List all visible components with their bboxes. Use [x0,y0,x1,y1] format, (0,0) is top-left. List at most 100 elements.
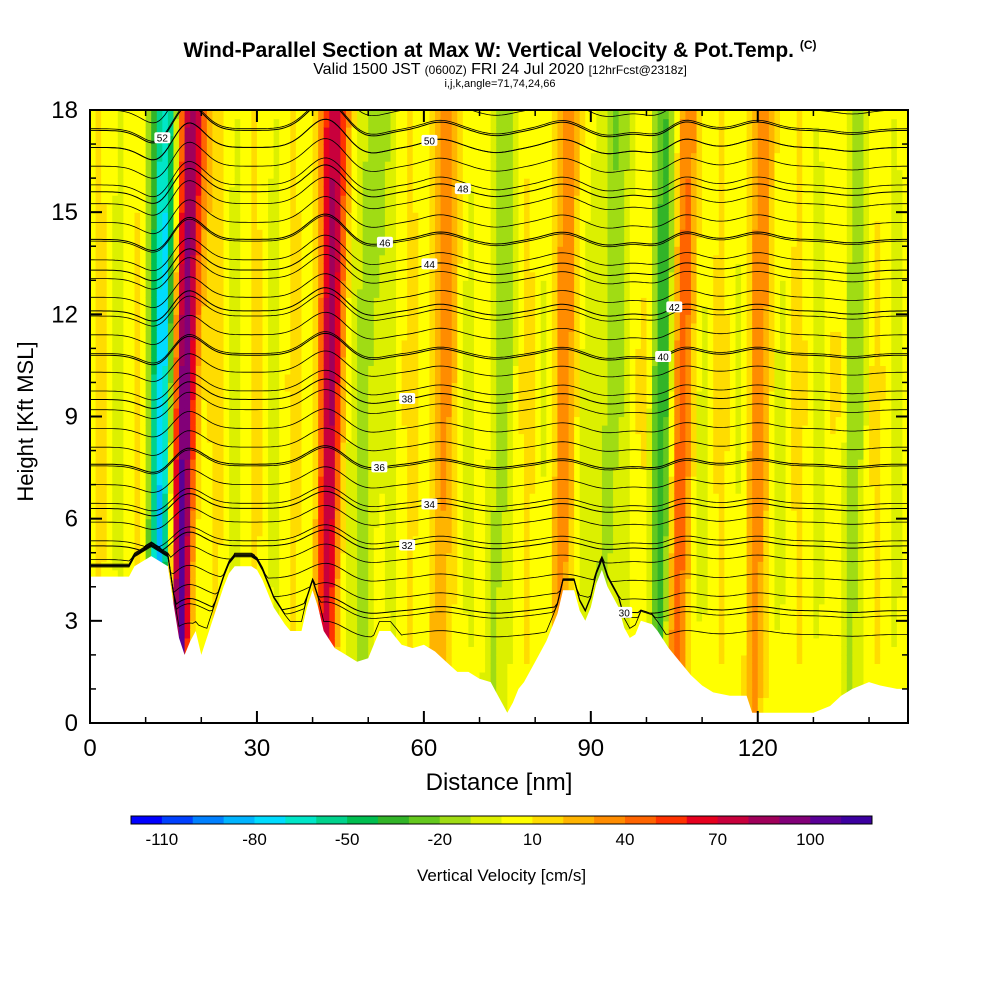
velocity-cell [357,254,364,264]
velocity-cell [268,322,275,332]
velocity-cell [167,178,175,188]
velocity-cell [184,629,191,639]
velocity-cell [167,246,175,256]
velocity-cell [373,118,380,128]
velocity-cell [101,118,108,128]
velocity-cell [112,127,119,137]
velocity-cell [390,186,397,196]
velocity-cell [123,331,130,341]
velocity-cell [151,459,158,469]
velocity-cell [373,425,380,435]
velocity-cell [90,220,97,230]
velocity-cell [268,356,275,367]
velocity-cell [379,476,386,486]
velocity-cell [273,288,280,298]
velocity-cell [390,305,397,315]
velocity-cell [307,365,314,375]
velocity-cell [345,237,353,247]
velocity-cell [145,510,152,520]
velocity-cell [390,493,397,503]
velocity-cell [401,467,408,477]
velocity-cell [190,246,197,256]
velocity-cell [457,263,464,273]
velocity-cell [429,144,436,154]
velocity-cell [440,186,447,196]
velocity-cell [128,288,136,298]
velocity-cell [140,518,147,528]
velocity-cell [179,314,186,324]
velocity-cell [284,322,291,332]
velocity-cell [334,356,341,367]
velocity-cell [262,152,269,162]
velocity-cell [145,127,152,137]
velocity-cell [190,535,197,545]
velocity-cell [435,373,442,384]
velocity-cell [457,493,464,503]
velocity-cell [279,297,286,307]
velocity-cell [357,280,364,290]
velocity-cell [323,399,330,409]
velocity-cell [223,365,230,375]
velocity-cell [407,356,414,367]
velocity-cell [101,186,108,196]
velocity-cell [312,339,319,349]
velocity-cell [368,425,375,435]
velocity-cell [407,586,414,596]
velocity-cell [290,373,297,384]
velocity-cell [195,254,202,264]
velocity-cell [151,271,158,281]
velocity-cell [106,110,113,120]
velocity-cell [134,288,141,298]
velocity-cell [206,518,214,528]
velocity-cell [418,510,425,520]
velocity-cell [357,484,364,494]
velocity-cell [123,152,130,162]
velocity-cell [262,407,269,418]
velocity-cell [217,552,225,562]
velocity-cell [451,569,458,579]
velocity-cell [162,271,169,281]
velocity-cell [440,595,447,605]
velocity-cell [162,254,169,264]
velocity-cell [396,586,403,596]
velocity-cell [217,220,225,230]
velocity-cell [223,297,230,307]
velocity-cell [290,339,297,349]
velocity-cell [128,127,136,137]
velocity-cell [318,603,325,613]
velocity-cell [90,271,97,281]
velocity-cell [167,186,175,196]
velocity-cell [262,450,269,460]
velocity-cell [184,229,191,239]
velocity-cell [362,442,369,452]
velocity-cell [167,518,175,528]
velocity-cell [334,629,341,639]
velocity-cell [245,212,252,222]
velocity-cell [334,203,341,213]
velocity-cell [190,297,197,307]
velocity-cell [468,390,475,401]
velocity-cell [117,297,124,307]
velocity-cell [190,578,197,588]
velocity-cell [206,510,214,520]
velocity-cell [273,246,280,256]
velocity-cell [440,212,447,222]
velocity-cell [368,501,375,511]
velocity-cell [179,169,186,179]
velocity-cell [90,127,97,137]
velocity-cell [412,595,419,605]
velocity-cell [117,110,124,120]
velocity-cell [184,544,191,554]
velocity-cell [229,510,236,520]
velocity-cell [245,331,252,341]
velocity-cell [162,459,169,469]
velocity-cell [362,203,369,213]
velocity-cell [379,280,386,290]
velocity-cell [162,169,169,179]
velocity-cell [429,527,436,537]
velocity-cell [390,569,397,579]
velocity-cell [106,348,113,358]
velocity-cell [401,271,408,281]
velocity-cell [117,467,124,477]
velocity-cell [401,561,408,571]
